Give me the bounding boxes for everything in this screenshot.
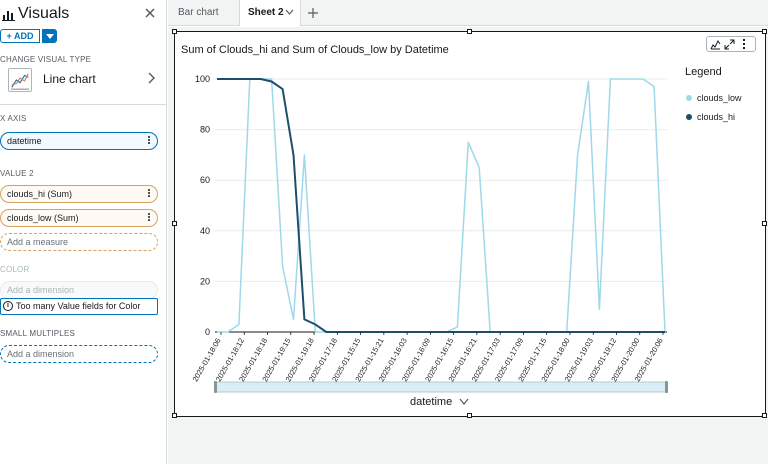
y-tick-label: 80	[200, 125, 210, 135]
visual-type-selector[interactable]: Line chart	[0, 64, 167, 100]
change-visual-type-label: CHANGE VISUAL TYPE	[0, 55, 92, 64]
add-sheet-icon[interactable]	[307, 7, 319, 19]
expand-icon[interactable]	[724, 39, 735, 50]
add-dropdown-button[interactable]	[42, 29, 57, 43]
y-tick-label: 20	[200, 276, 210, 286]
tab-sheet-2[interactable]: Sheet 2	[239, 0, 301, 26]
divider	[0, 104, 167, 105]
value-label: VALUE 2	[0, 169, 34, 178]
line-chart-icon	[8, 68, 32, 92]
color-warning: i Too many Value fields for Color	[0, 298, 158, 315]
legend-swatch	[686, 95, 692, 101]
scrollbar-handle-left[interactable]	[214, 381, 217, 393]
scrollbar-handle-right[interactable]	[665, 381, 668, 393]
small-multiples-label: SMALL MULTIPLES	[0, 329, 76, 338]
value-field-pill[interactable]: clouds_low (Sum)	[0, 209, 158, 227]
legend-label: clouds_hi	[697, 112, 736, 122]
resize-handle[interactable]	[172, 221, 177, 226]
resize-handle[interactable]	[762, 221, 767, 226]
panel-title: Visuals	[18, 5, 70, 22]
y-tick-label: 60	[200, 175, 210, 185]
visual-toolbar	[706, 36, 756, 52]
value-field-pill[interactable]: clouds_hi (Sum)	[0, 185, 158, 203]
more-vertical-icon[interactable]	[148, 136, 151, 146]
x-axis-label: X AXIS	[0, 114, 27, 123]
bar-chart-icon	[2, 11, 15, 21]
x-axis-field-pill[interactable]: datetime	[0, 132, 158, 150]
format-visual-icon[interactable]	[710, 39, 721, 50]
sheet-canvas: Sum of Clouds_hi and Sum of Clouds_low b…	[168, 27, 768, 464]
panel-header: Visuals	[0, 4, 167, 26]
resize-handle[interactable]	[762, 413, 767, 418]
color-label: COLOR	[0, 265, 30, 274]
chevron-down-icon[interactable]	[285, 9, 294, 15]
legend-title: Legend	[685, 66, 722, 78]
legend-label: clouds_low	[697, 93, 742, 103]
y-tick-label: 100	[195, 74, 210, 84]
x-axis-title-text: datetime	[410, 396, 453, 408]
resize-handle[interactable]	[467, 29, 472, 34]
chevron-down-icon	[459, 398, 469, 405]
value-field-label: clouds_low (Sum)	[7, 213, 79, 223]
sheet-tab-bar: Bar chart Sheet 2	[168, 0, 768, 26]
resize-handle[interactable]	[172, 413, 177, 418]
x-axis-scrollbar[interactable]	[214, 381, 668, 393]
info-icon: i	[3, 301, 13, 311]
visuals-panel: Visuals + ADD CHANGE VISUAL TYPE Line ch…	[0, 0, 167, 464]
x-axis-field-label: datetime	[7, 136, 42, 146]
chevron-right-icon	[148, 72, 155, 84]
resize-handle[interactable]	[467, 413, 472, 418]
color-well: Add a dimension	[0, 281, 158, 299]
small-multiples-well[interactable]: Add a dimension	[0, 345, 158, 363]
close-icon[interactable]	[143, 6, 157, 20]
series-line-clouds-low	[217, 78, 666, 333]
y-tick-label: 40	[200, 226, 210, 236]
add-button[interactable]: + ADD	[0, 29, 40, 43]
legend-swatch	[686, 114, 692, 120]
tab-sheet-2-label: Sheet 2	[248, 7, 284, 18]
value-field-label: clouds_hi (Sum)	[7, 189, 73, 199]
color-warning-text: Too many Value fields for Color	[16, 301, 141, 311]
tab-bar-chart[interactable]: Bar chart	[178, 7, 219, 18]
resize-handle[interactable]	[762, 29, 767, 34]
visual-type-label: Line chart	[43, 72, 96, 86]
visual-title: Sum of Clouds_hi and Sum of Clouds_low b…	[181, 44, 449, 56]
add-measure-well[interactable]: Add a measure	[0, 233, 158, 251]
line-chart-visual[interactable]: Sum of Clouds_hi and Sum of Clouds_low b…	[172, 29, 767, 418]
more-options-icon[interactable]	[743, 39, 746, 50]
more-vertical-icon[interactable]	[148, 213, 151, 223]
series-line-clouds-hi	[217, 78, 665, 333]
y-tick-label: 0	[205, 327, 210, 337]
x-axis-title[interactable]: datetime	[410, 396, 469, 408]
resize-handle[interactable]	[172, 29, 177, 34]
more-vertical-icon[interactable]	[148, 189, 151, 199]
chart-plot: 0204060801002025-01-18:062025-01-18:1220…	[191, 74, 668, 393]
